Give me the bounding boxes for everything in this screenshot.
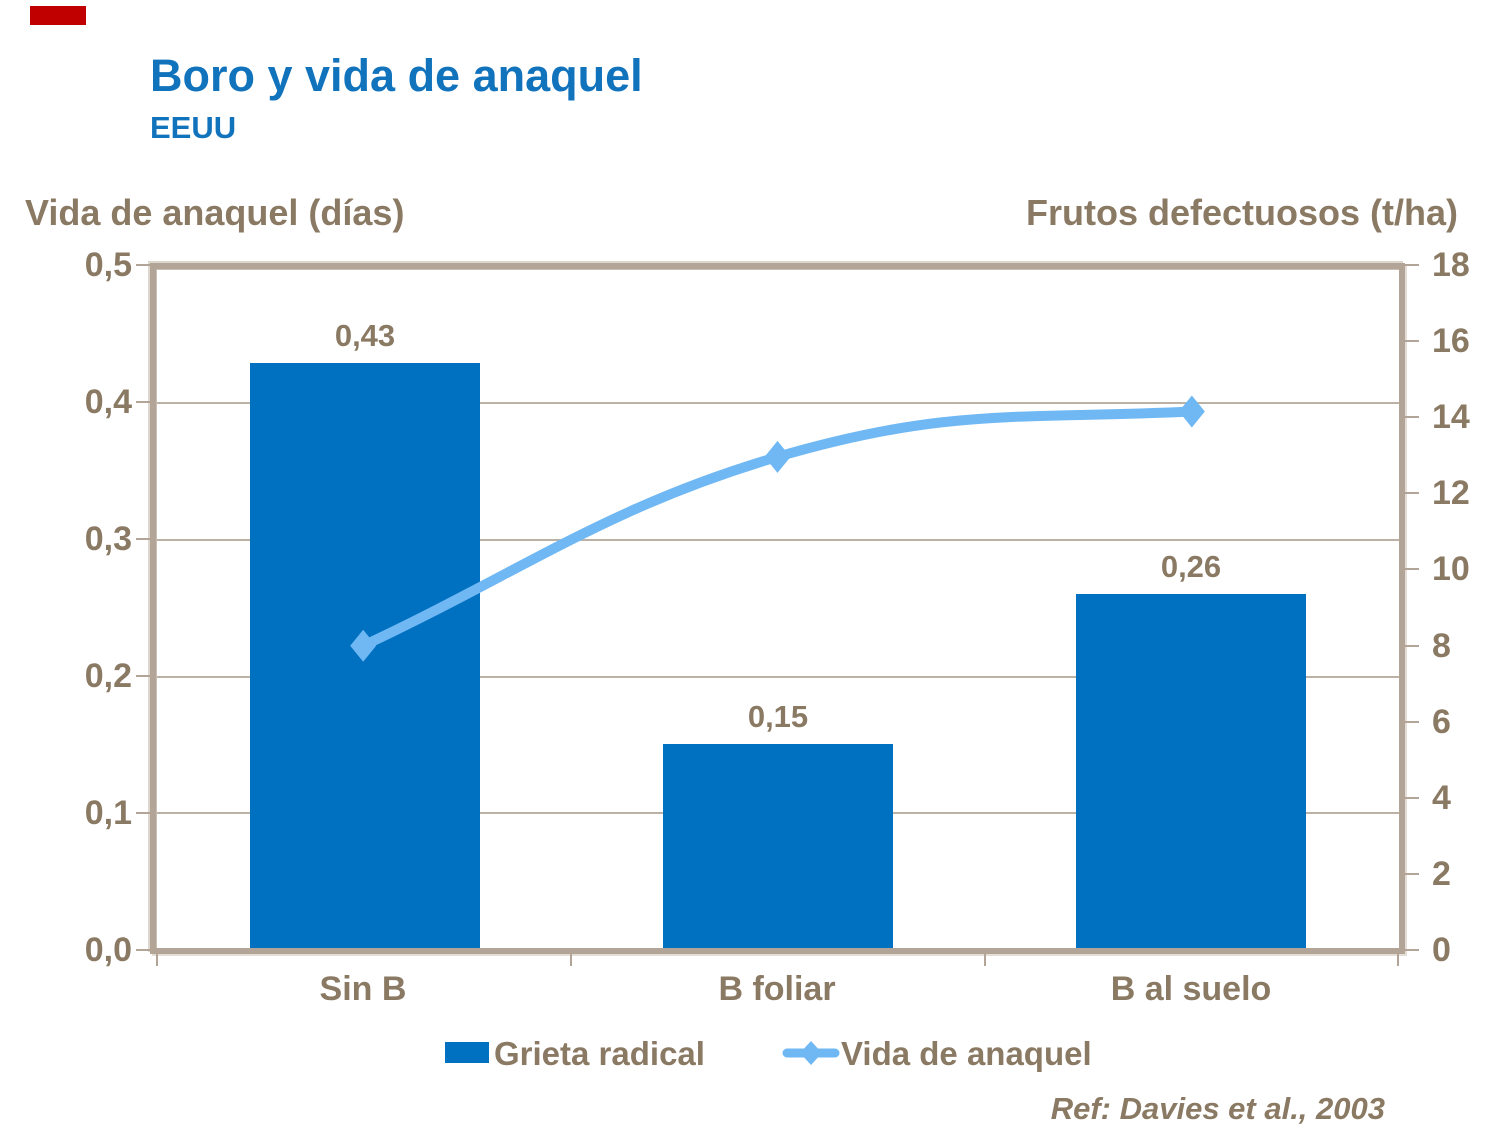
- right-axis-tick-label: 6: [1432, 703, 1451, 741]
- category-axis-tick: [1397, 953, 1399, 966]
- category-axis-tick: [156, 953, 158, 966]
- left-axis-tick-label: 0,4: [84, 383, 132, 421]
- bar-grieta-radical-b-al-suelo: [1076, 594, 1306, 948]
- right-axis-tick: [1404, 416, 1419, 418]
- left-axis-tick-label: 0,2: [84, 657, 132, 695]
- category-label-b-foliar: B foliar: [718, 970, 836, 1008]
- right-axis-tick: [1404, 340, 1419, 342]
- left-axis-tick-label: 0,0: [84, 931, 132, 969]
- left-axis-tick: [136, 675, 151, 677]
- chart-subtitle: EEUU: [150, 110, 237, 145]
- right-axis-tick-label: 4: [1432, 779, 1451, 817]
- right-axis-tick: [1404, 721, 1419, 723]
- category-axis-tick: [570, 953, 572, 966]
- left-axis-tick: [136, 949, 151, 951]
- reference-citation: Ref: Davies et al., 2003: [1050, 1091, 1385, 1125]
- right-axis-tick-label: 10: [1432, 550, 1470, 588]
- plot-area-frame: [150, 263, 1405, 954]
- left-axis-tick: [136, 812, 151, 814]
- category-label-b-al-suelo: B al suelo: [1110, 970, 1272, 1008]
- slide-accent-bar: [30, 6, 86, 25]
- right-axis-tick: [1404, 568, 1419, 570]
- right-axis-tick-label: 2: [1432, 855, 1451, 893]
- category-label-sin-b: Sin B: [319, 970, 407, 1008]
- left-axis-tick: [136, 538, 151, 540]
- right-axis-tick: [1404, 264, 1419, 266]
- right-axis-tick: [1404, 492, 1419, 494]
- left-axis-tick: [136, 264, 151, 266]
- right-axis-title: Frutos defectuosos (t/ha): [1025, 192, 1458, 233]
- right-axis-tick-label: 14: [1432, 398, 1470, 436]
- right-axis-tick: [1404, 645, 1419, 647]
- legend-label-vida-de-anaquel: Vida de anaquel: [841, 1035, 1092, 1072]
- legend-label-grieta-radical: Grieta radical: [494, 1035, 705, 1072]
- right-axis-tick-label: 0: [1432, 931, 1451, 969]
- right-axis-tick-label: 16: [1432, 322, 1470, 360]
- bar-grieta-radical-b-foliar: [663, 744, 893, 948]
- right-axis-tick-label: 8: [1432, 627, 1451, 665]
- left-axis-tick: [136, 401, 151, 403]
- gridline: [156, 676, 1399, 678]
- right-axis-tick-label: 12: [1432, 474, 1470, 512]
- bar-value-label: 0,43: [334, 318, 396, 354]
- bar-value-label: 0,26: [1160, 549, 1222, 585]
- left-axis-title: Vida de anaquel (días): [25, 192, 405, 233]
- left-axis-tick-label: 0,5: [84, 246, 132, 284]
- left-axis-tick-label: 0,1: [84, 794, 132, 832]
- bar-value-label: 0,15: [747, 699, 809, 734]
- right-axis-tick: [1404, 949, 1419, 951]
- chart-title: Boro y vida de anaquel: [150, 50, 643, 101]
- right-axis-tick: [1404, 797, 1419, 799]
- left-axis-tick-label: 0,3: [84, 520, 132, 558]
- right-axis-tick-label: 18: [1432, 246, 1470, 284]
- category-axis-tick: [984, 953, 986, 966]
- right-axis-tick: [1404, 873, 1419, 875]
- gridline: [156, 402, 1399, 404]
- legend-line-marker-icon: [782, 1041, 840, 1065]
- legend-bar-swatch: [445, 1042, 489, 1063]
